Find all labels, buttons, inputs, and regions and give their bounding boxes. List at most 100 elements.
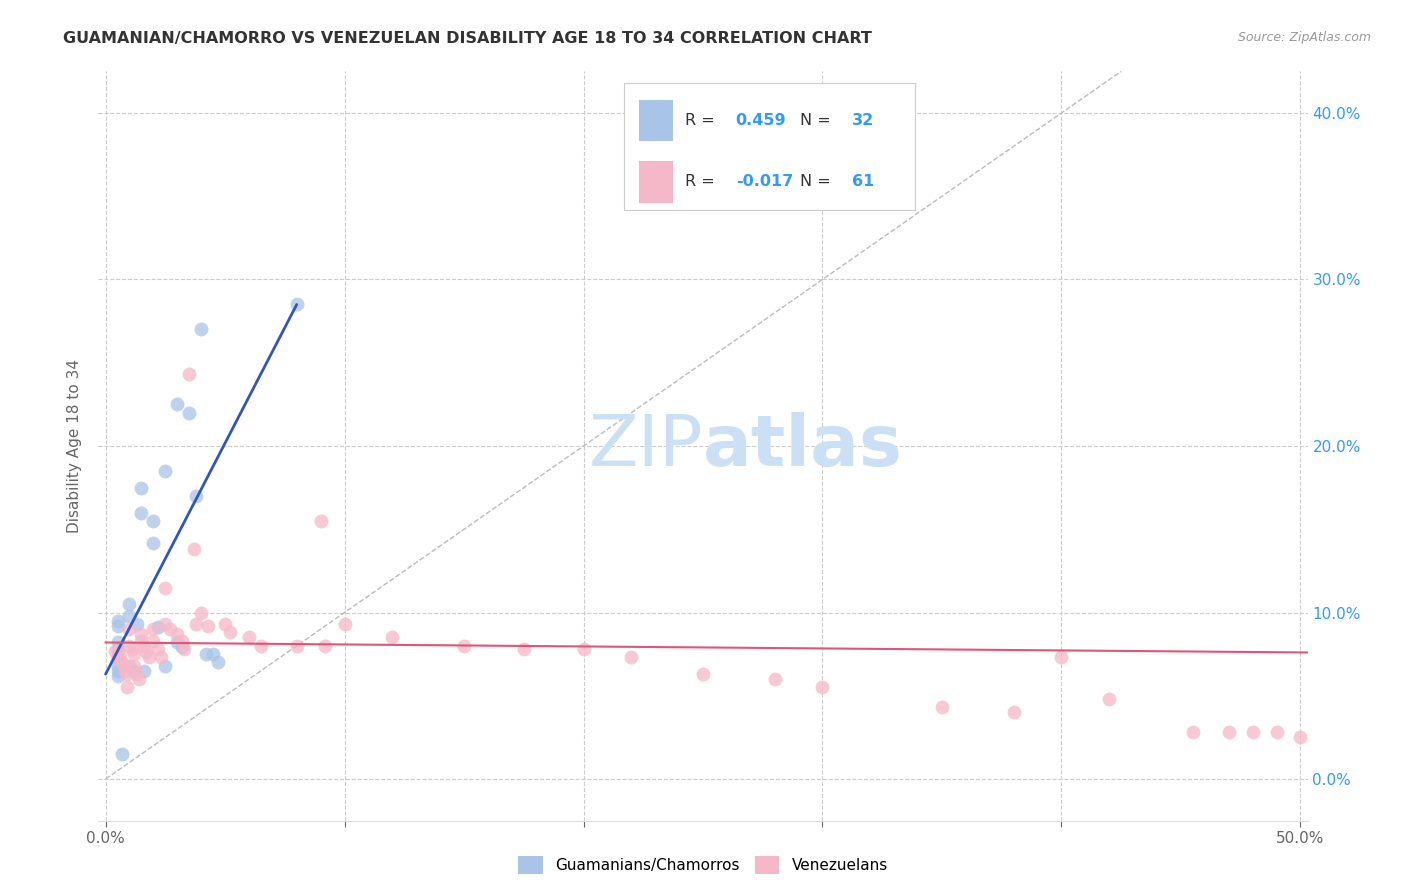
Point — [107, 644, 129, 658]
Text: R =: R = — [685, 113, 720, 128]
Text: N =: N = — [800, 175, 835, 189]
Point — [135, 645, 157, 659]
Point — [107, 619, 129, 633]
Text: GUAMANIAN/CHAMORRO VS VENEZUELAN DISABILITY AGE 18 TO 34 CORRELATION CHART: GUAMANIAN/CHAMORRO VS VENEZUELAN DISABIL… — [63, 31, 872, 46]
Point — [104, 644, 127, 658]
Point — [155, 658, 177, 673]
Text: ZIP: ZIP — [589, 411, 703, 481]
Text: 61: 61 — [852, 175, 875, 189]
FancyBboxPatch shape — [638, 161, 673, 202]
Point — [122, 658, 145, 673]
Point — [114, 664, 136, 678]
Point — [381, 631, 404, 645]
Text: R =: R = — [685, 175, 720, 189]
Point — [111, 747, 134, 761]
Point — [142, 514, 165, 528]
Point — [1002, 706, 1025, 720]
Point — [142, 633, 165, 648]
Point — [1098, 692, 1121, 706]
Point — [107, 658, 129, 673]
Point — [1181, 725, 1204, 739]
Point — [114, 658, 136, 673]
Point — [202, 647, 225, 661]
Point — [107, 650, 129, 665]
Point — [179, 406, 201, 420]
Point — [132, 639, 155, 653]
Point — [1265, 725, 1288, 739]
Point — [125, 667, 148, 681]
Point — [118, 597, 141, 611]
Point — [142, 622, 165, 636]
Point — [170, 640, 193, 655]
Point — [692, 667, 714, 681]
Point — [107, 635, 129, 649]
Point — [207, 656, 229, 670]
Point — [170, 633, 193, 648]
Point — [931, 700, 953, 714]
Point — [155, 464, 177, 478]
Point — [214, 617, 236, 632]
Point — [138, 650, 160, 665]
Point — [811, 681, 834, 695]
FancyBboxPatch shape — [638, 100, 673, 142]
Text: 0.459: 0.459 — [735, 113, 786, 128]
Point — [107, 664, 129, 678]
Point — [238, 631, 260, 645]
Point — [159, 622, 181, 636]
Point — [197, 619, 219, 633]
Point — [763, 672, 786, 686]
Point — [453, 639, 475, 653]
Point — [122, 647, 145, 661]
Point — [333, 617, 356, 632]
Point — [122, 664, 145, 678]
Point — [118, 658, 141, 673]
Point — [131, 506, 153, 520]
Text: Source: ZipAtlas.com: Source: ZipAtlas.com — [1237, 31, 1371, 45]
Point — [111, 656, 134, 670]
Point — [108, 650, 131, 665]
Point — [620, 650, 643, 665]
Point — [107, 669, 129, 683]
Point — [118, 639, 141, 653]
Point — [118, 608, 141, 623]
Text: N =: N = — [800, 113, 835, 128]
Point — [183, 542, 205, 557]
Y-axis label: Disability Age 18 to 34: Disability Age 18 to 34 — [67, 359, 83, 533]
Point — [131, 481, 153, 495]
Point — [115, 667, 138, 681]
Point — [155, 617, 177, 632]
Point — [285, 297, 308, 311]
Point — [513, 642, 536, 657]
Point — [115, 681, 138, 695]
Point — [572, 642, 595, 657]
Point — [125, 617, 148, 632]
FancyBboxPatch shape — [624, 83, 915, 210]
Point — [1241, 725, 1264, 739]
Point — [314, 639, 336, 653]
Point — [146, 642, 169, 657]
Text: atlas: atlas — [703, 411, 903, 481]
Point — [142, 535, 165, 549]
Point — [131, 627, 153, 641]
Point — [309, 514, 332, 528]
Point — [218, 625, 240, 640]
Point — [173, 642, 195, 657]
Text: 32: 32 — [852, 113, 875, 128]
Point — [186, 617, 208, 632]
Point — [131, 633, 153, 648]
Point — [190, 322, 212, 336]
Point — [118, 622, 141, 636]
Point — [285, 639, 308, 653]
Point — [146, 620, 169, 634]
Point — [107, 650, 129, 665]
Point — [166, 635, 188, 649]
Point — [107, 614, 129, 628]
Point — [166, 627, 188, 641]
Point — [250, 639, 273, 653]
Point — [155, 581, 177, 595]
Point — [121, 642, 143, 657]
Point — [1289, 731, 1312, 745]
Point — [107, 642, 129, 657]
Text: -0.017: -0.017 — [735, 175, 793, 189]
Point — [166, 397, 188, 411]
